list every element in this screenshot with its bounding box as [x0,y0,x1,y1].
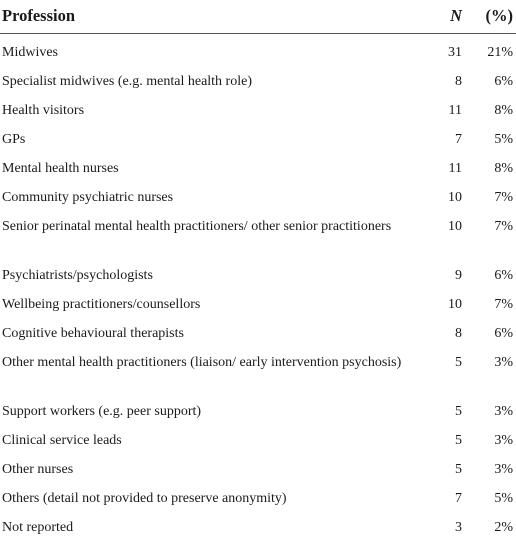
table-row: Wellbeing practitioners/counsellors 10 7… [0,291,516,320]
table-row: Senior perinatal mental health practitio… [0,213,516,262]
table-row: Other nurses 5 3% [0,456,516,485]
table-row: Health visitors 11 8% [0,97,516,126]
percent-cell: 3% [494,461,513,477]
percent-cell: 21% [487,44,513,60]
count-cell: 10 [448,296,462,312]
count-cell: 3 [455,519,462,535]
table-row: Specialist midwives (e.g. mental health … [0,68,516,97]
count-cell: 7 [455,131,462,147]
profession-cell: Not reported [2,519,74,535]
table-row: Mental health nurses 11 8% [0,155,516,184]
table-header-row: Profession N (%) [0,0,516,34]
percent-cell: 3% [494,354,513,370]
percent-cell: 2% [494,519,513,535]
header-n: N [430,0,470,34]
table-row: Not reported 3 2% [0,514,516,543]
count-cell: 8 [455,73,462,89]
table-row: Community psychiatric nurses 10 7% [0,184,516,213]
percent-cell: 7% [494,296,513,312]
percent-cell: 7% [494,189,513,205]
count-cell: 10 [448,189,462,205]
table-row: Others (detail not provided to preserve … [0,485,516,514]
profession-cell: Health visitors [2,102,85,118]
percent-cell: 6% [494,73,513,89]
profession-cell: Other mental health practitioners (liais… [2,354,402,370]
count-cell: 5 [455,403,462,419]
header-percent: (%) [470,0,516,34]
count-cell: 5 [455,354,462,370]
count-cell: 9 [455,267,462,283]
percent-cell: 8% [494,102,513,118]
percent-cell: 3% [494,403,513,419]
count-cell: 8 [455,325,462,341]
table-row: Psychiatrists/psychologists 9 6% [0,262,516,291]
profession-cell: Mental health nurses [2,160,119,176]
count-cell: 11 [448,160,462,176]
profession-cell: GPs [2,131,26,147]
table-row: Clinical service leads 5 3% [0,427,516,456]
profession-cell: Midwives [2,44,58,60]
profession-cell: Community psychiatric nurses [2,189,174,205]
profession-cell: Psychiatrists/psychologists [2,267,153,283]
percent-cell: 7% [494,218,513,234]
profession-cell: Specialist midwives (e.g. mental health … [2,73,252,89]
count-cell: 11 [448,102,462,118]
count-cell: 7 [455,490,462,506]
percent-cell: 8% [494,160,513,176]
table-row: Support workers (e.g. peer support) 5 3% [0,398,516,427]
profession-cell: Others (detail not provided to preserve … [2,490,287,506]
table-row: Midwives 31 21% [0,33,516,68]
profession-cell: Wellbeing practitioners/counsellors [2,296,201,312]
profession-cell: Other nurses [2,461,74,477]
profession-cell: Senior perinatal mental health practitio… [2,218,392,234]
percent-cell: 5% [494,490,513,506]
profession-cell: Cognitive behavioural therapists [2,325,184,341]
count-cell: 5 [455,432,462,448]
percent-cell: 6% [494,325,513,341]
profession-cell: Clinical service leads [2,432,122,448]
header-profession: Profession [0,0,430,34]
count-cell: 10 [448,218,462,234]
count-cell: 31 [448,44,462,60]
percent-cell: 5% [494,131,513,147]
count-cell: 5 [455,461,462,477]
profession-cell: Support workers (e.g. peer support) [2,403,202,419]
table-row: Other mental health practitioners (liais… [0,349,516,398]
percent-cell: 3% [494,432,513,448]
table-row: Cognitive behavioural therapists 8 6% [0,320,516,349]
table-row: GPs 7 5% [0,126,516,155]
percent-cell: 6% [494,267,513,283]
